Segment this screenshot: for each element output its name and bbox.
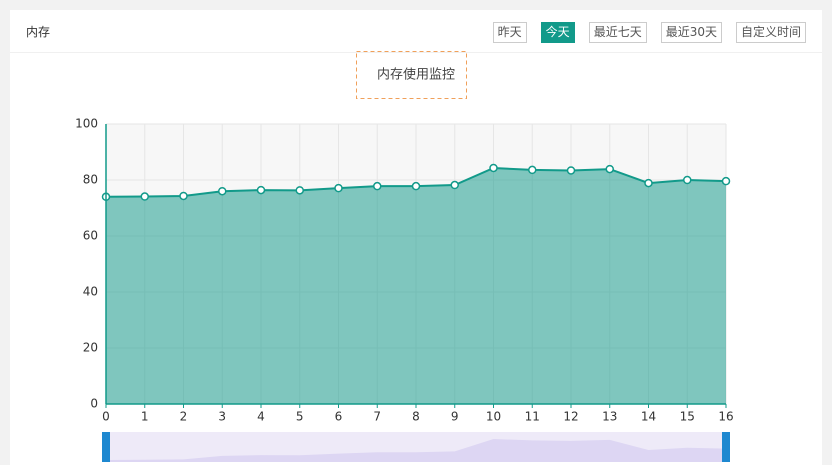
point bbox=[256, 185, 266, 195]
x-tick-label: 10 bbox=[486, 410, 501, 424]
time-button[interactable]: 自定义时间 bbox=[735, 22, 806, 43]
point bbox=[179, 191, 188, 201]
x-tick-label: 7 bbox=[373, 410, 381, 424]
x-tick-label: 13 bbox=[602, 410, 617, 424]
x-tick-label: 4 bbox=[257, 410, 265, 424]
y-tick-label: 40 bbox=[83, 285, 98, 299]
point bbox=[489, 163, 498, 173]
x-tick-label: 2 bbox=[180, 410, 188, 424]
point bbox=[373, 181, 382, 191]
y-tick-label: 20 bbox=[83, 341, 98, 355]
x-tick-label: 0 bbox=[102, 410, 110, 424]
point bbox=[721, 176, 731, 186]
y-tick-label: 60 bbox=[83, 229, 98, 243]
card-header: 内存 昨天 今天 最近七天 最近30天 自定义时间 bbox=[10, 10, 822, 53]
zoom-area bbox=[106, 439, 726, 462]
point bbox=[528, 165, 537, 175]
x-tick-label: 14 bbox=[641, 410, 656, 424]
time-button[interactable]: 最近七天 bbox=[588, 22, 647, 43]
point bbox=[295, 186, 304, 195]
y-tick-label: 80 bbox=[83, 173, 98, 187]
time-buttons: 昨天 今天 最近七天 最近30天 自定义时间 bbox=[492, 22, 806, 43]
y-tick-label: 100 bbox=[75, 117, 98, 131]
x-tick-label: 1 bbox=[141, 410, 149, 424]
x-tick-label: 15 bbox=[680, 410, 695, 424]
x-tick-label: 11 bbox=[525, 410, 540, 424]
point bbox=[334, 183, 343, 193]
x-tick-label: 12 bbox=[563, 410, 578, 424]
x-tick-label: 9 bbox=[451, 410, 459, 424]
x-tick-label: 16 bbox=[718, 410, 733, 424]
title-box bbox=[356, 51, 467, 99]
point bbox=[644, 178, 653, 188]
area bbox=[106, 167, 726, 404]
x-tick-label: 5 bbox=[296, 410, 304, 424]
point bbox=[566, 166, 576, 175]
point bbox=[605, 164, 614, 174]
zoom-handle bbox=[102, 432, 110, 462]
zoom-handle bbox=[722, 432, 730, 462]
point bbox=[683, 175, 692, 185]
point bbox=[218, 186, 227, 196]
x-tick-label: 8 bbox=[412, 410, 420, 424]
x-tick-label: 6 bbox=[335, 410, 343, 424]
x-tick-label: 3 bbox=[218, 410, 226, 424]
point bbox=[140, 192, 149, 201]
point bbox=[450, 180, 459, 190]
time-button[interactable]: 昨天 bbox=[492, 22, 527, 43]
y-tick-label: 0 bbox=[90, 397, 98, 411]
card-title: 内存 bbox=[26, 25, 51, 39]
time-button[interactable]: 今天 bbox=[540, 22, 575, 43]
time-button[interactable]: 最近30天 bbox=[660, 22, 722, 43]
chart-title: 内存使用监控 bbox=[377, 67, 455, 83]
point bbox=[411, 181, 421, 191]
